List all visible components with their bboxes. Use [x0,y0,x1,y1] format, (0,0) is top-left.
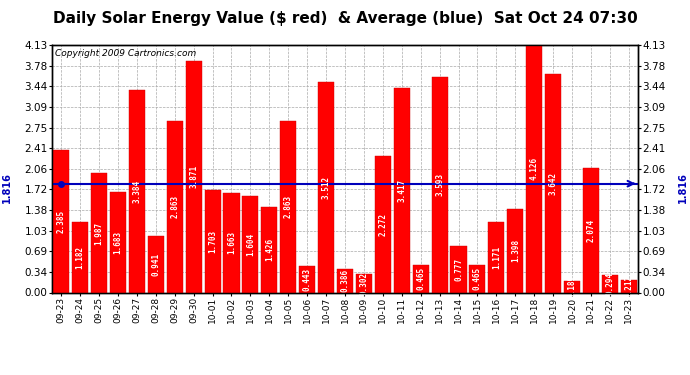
Bar [564,281,580,292]
Text: 2.272: 2.272 [378,213,387,236]
Bar [507,209,523,292]
Text: 1.171: 1.171 [492,246,501,269]
Text: 1.683: 1.683 [113,231,122,254]
Text: 0.212: 0.212 [624,274,633,298]
Bar [72,222,88,292]
Text: 0.465: 0.465 [416,267,425,290]
Text: 2.863: 2.863 [170,195,179,218]
Text: 0.443: 0.443 [303,268,312,291]
Bar [224,193,239,292]
Bar [489,222,504,292]
Bar [394,88,410,292]
Text: 0.189: 0.189 [568,275,577,298]
Text: 3.593: 3.593 [435,173,444,196]
Text: 4.126: 4.126 [530,157,539,180]
Bar [469,265,486,292]
Bar [356,274,372,292]
Bar [262,207,277,292]
Bar [299,266,315,292]
Text: 0.465: 0.465 [473,267,482,290]
Bar [451,246,466,292]
Bar [242,196,259,292]
Text: 1.987: 1.987 [95,221,103,245]
Text: Copyright 2009 Cartronics.com: Copyright 2009 Cartronics.com [55,49,196,58]
Text: 1.663: 1.663 [227,231,236,254]
Bar [337,269,353,292]
Bar [545,74,561,292]
Text: 0.302: 0.302 [359,272,368,295]
Text: 1.182: 1.182 [76,246,85,268]
Bar [526,45,542,292]
Bar [148,236,164,292]
Bar [110,192,126,292]
Bar [621,280,637,292]
Text: 1.703: 1.703 [208,230,217,253]
Bar [129,90,145,292]
Text: 1.816: 1.816 [2,172,12,203]
Text: 3.642: 3.642 [549,172,558,195]
Text: 3.512: 3.512 [322,176,331,199]
Bar [583,168,599,292]
Text: 0.294: 0.294 [605,272,614,295]
Bar [413,265,428,292]
Text: 3.384: 3.384 [132,180,141,203]
Bar [186,60,201,292]
Text: 1.398: 1.398 [511,239,520,262]
Bar [318,82,334,292]
Bar [375,156,391,292]
Text: 2.863: 2.863 [284,195,293,218]
Text: 1.604: 1.604 [246,233,255,256]
Text: 2.385: 2.385 [57,210,66,232]
Bar [167,121,183,292]
Bar [53,150,69,292]
Text: Daily Solar Energy Value ($ red)  & Average (blue)  Sat Oct 24 07:30: Daily Solar Energy Value ($ red) & Avera… [52,11,638,26]
Text: 3.417: 3.417 [397,178,406,202]
Text: 3.871: 3.871 [189,165,198,188]
Bar [602,275,618,292]
Text: 1.816: 1.816 [678,172,688,203]
Text: 1.426: 1.426 [265,238,274,261]
Text: 2.074: 2.074 [586,219,595,242]
Bar [280,121,296,292]
Text: 0.941: 0.941 [151,253,160,276]
Bar [204,190,221,292]
Text: 0.386: 0.386 [340,269,350,292]
Bar [91,173,107,292]
Bar [431,77,448,292]
Text: 0.777: 0.777 [454,258,463,281]
